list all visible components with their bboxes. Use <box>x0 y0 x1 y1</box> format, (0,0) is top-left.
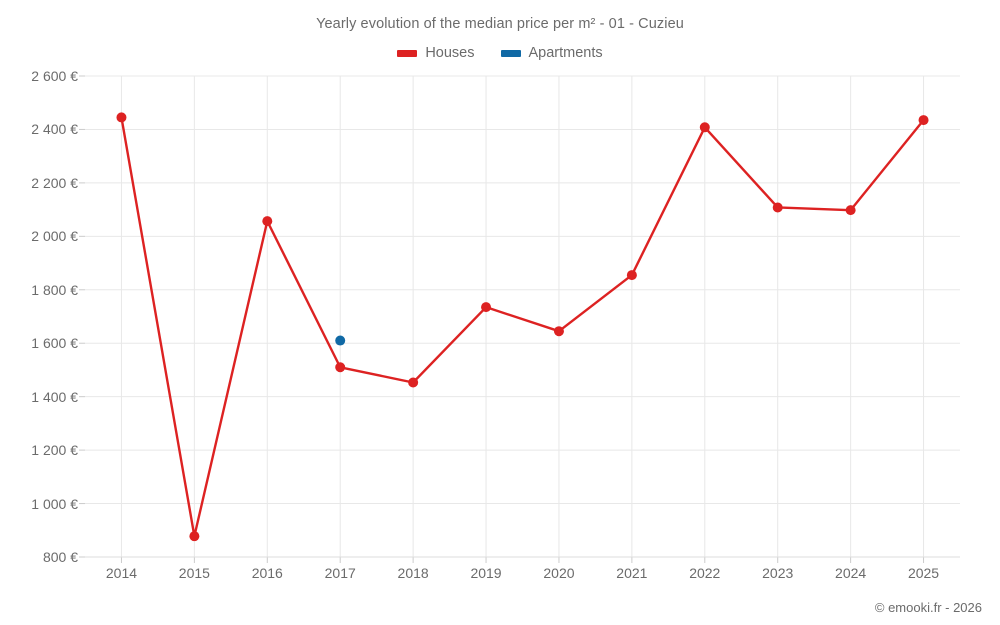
x-tick-label: 2022 <box>689 565 721 581</box>
x-tick-label: 2024 <box>835 565 867 581</box>
chart-title: Yearly evolution of the median price per… <box>316 16 684 32</box>
y-tick-label: 2 200 € <box>31 174 78 191</box>
x-tick-label: 2021 <box>616 565 648 581</box>
data-point-houses[interactable] <box>553 326 564 337</box>
chart-plot-svg <box>79 75 960 563</box>
x-tick-label: 2014 <box>105 565 138 581</box>
y-tick-label: 1 000 € <box>31 495 78 512</box>
data-point-houses[interactable] <box>116 112 127 123</box>
x-tick-label: 2020 <box>543 565 575 581</box>
x-tick-label: 2018 <box>397 565 429 581</box>
data-point-houses[interactable] <box>699 122 710 133</box>
data-point-houses[interactable] <box>335 362 346 373</box>
data-point-houses[interactable] <box>262 216 273 227</box>
data-point-houses[interactable] <box>845 205 856 216</box>
x-axis: 2014 2015 2016 2017 2018 2019 2020 2021 2022 2023… <box>85 565 960 587</box>
data-point-houses[interactable] <box>626 270 637 281</box>
y-tick-label: 1 200 € <box>31 442 78 459</box>
y-tick-label: 1 800 € <box>31 281 78 298</box>
y-tick-label: 800 € <box>42 549 78 565</box>
x-tick-label: 2015 <box>178 565 210 581</box>
legend-label-apartments: Apartments <box>528 45 603 61</box>
y-tick-label: 2 400 € <box>31 121 78 138</box>
chart-legend: Houses Apartments <box>0 45 1000 61</box>
legend-swatch-apartments <box>500 49 521 57</box>
x-tick-label: 2016 <box>251 565 283 581</box>
data-point-houses[interactable] <box>189 531 200 542</box>
legend-item-apartments[interactable]: Apartments <box>500 45 603 61</box>
x-tick-label: 2025 <box>907 565 940 581</box>
y-tick-label: 1 400 € <box>31 388 78 405</box>
plot-area <box>79 75 960 563</box>
series-line-houses <box>120 116 925 538</box>
data-point-houses[interactable] <box>481 302 492 313</box>
x-tick-label: 2023 <box>762 565 794 581</box>
y-tick-label: 2 000 € <box>31 228 78 245</box>
y-tick-label: 1 600 € <box>31 335 78 352</box>
y-tick-label: 2 600 € <box>31 68 78 84</box>
x-tick-label: 2019 <box>470 565 502 581</box>
legend-label-houses: Houses <box>425 45 475 61</box>
data-point-houses[interactable] <box>772 202 783 213</box>
copyright-notice: © emooki.fr - 2026 <box>874 600 982 615</box>
legend-item-houses[interactable]: Houses <box>397 45 475 61</box>
x-tick-label: 2017 <box>324 565 356 581</box>
legend-swatch-houses <box>397 49 418 57</box>
data-point-apartments[interactable] <box>335 335 346 346</box>
y-axis: 800 € 1 000 € 1 200 € 1 400 € 1 600 € 1 800 €… <box>0 68 78 565</box>
data-point-houses[interactable] <box>918 115 929 126</box>
data-point-houses[interactable] <box>408 377 419 388</box>
